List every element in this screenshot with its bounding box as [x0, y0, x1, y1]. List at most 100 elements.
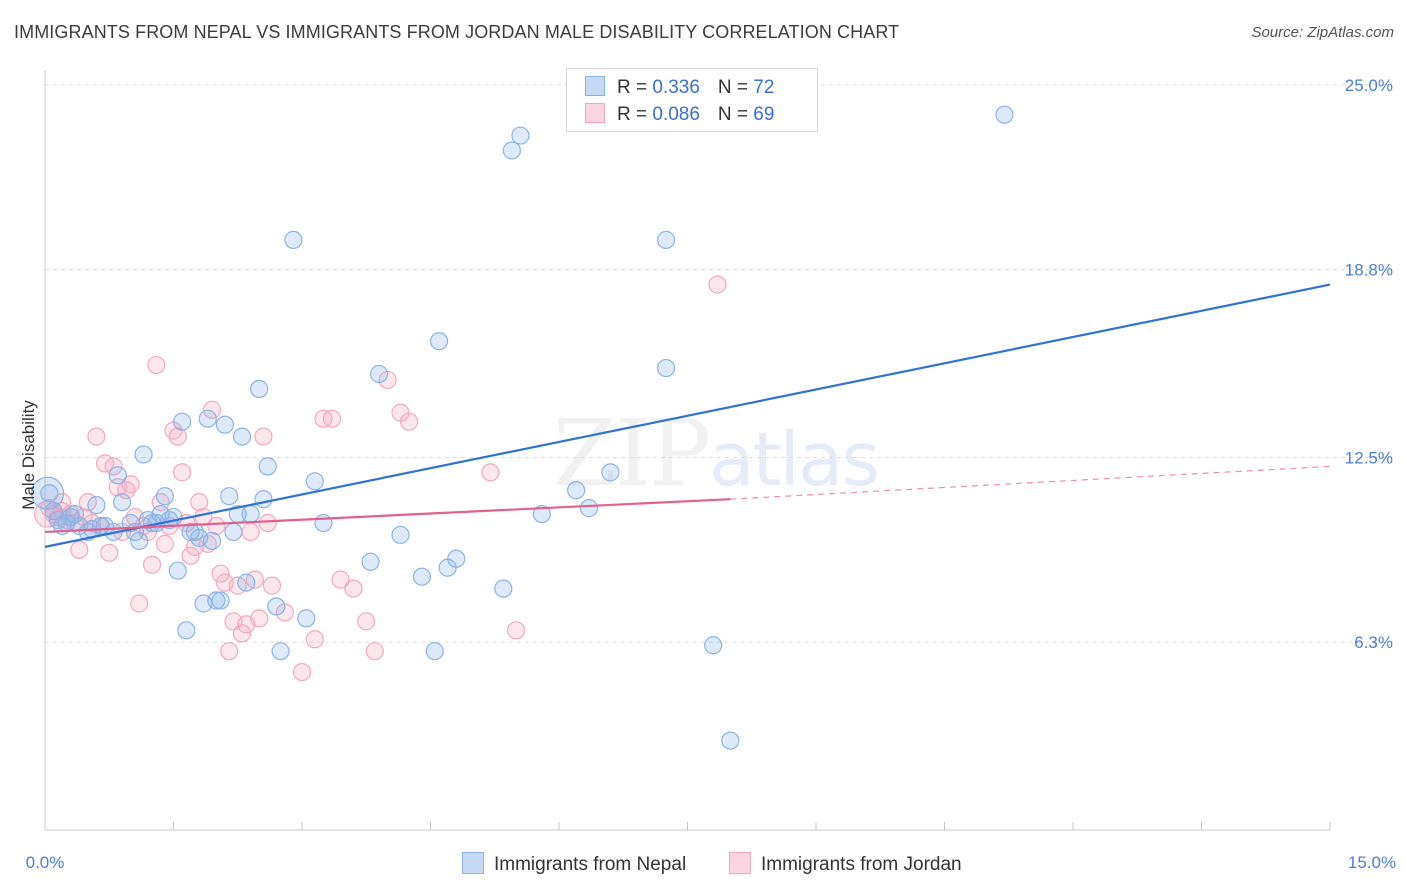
nepal-point — [502, 141, 521, 160]
grid-lines — [45, 84, 1392, 643]
jordan-n-value: 69 — [753, 104, 775, 125]
jordan-trend-extension — [730, 465, 1331, 500]
nepal-point — [258, 457, 277, 476]
y-tick-label: 12.5% — [1345, 448, 1393, 467]
jordan-point — [155, 534, 175, 553]
nepal-point — [297, 609, 316, 628]
jordan-point — [207, 516, 226, 536]
nepal-point — [177, 621, 196, 640]
bottom-legend-nepal: Immigrants from Nepal — [462, 852, 686, 876]
jordan-n-label: N = — [717, 104, 754, 125]
nepal-r-label: R = — [617, 77, 653, 98]
nepal-point — [224, 522, 243, 542]
jordan-point — [399, 412, 419, 431]
nepal-point — [108, 466, 127, 485]
nepal-point — [361, 552, 380, 571]
jordan-r-value: 0.086 — [652, 104, 700, 125]
nepal-point — [447, 549, 466, 568]
bottom-nepal-swatch — [462, 852, 484, 874]
nepal-n-value: 72 — [753, 77, 775, 98]
nepal-point — [370, 364, 389, 384]
x-tick-label: 15.0% — [1348, 853, 1396, 872]
chart-title: IMMIGRANTS FROM NEPAL VS IMMIGRANTS FROM… — [14, 22, 900, 42]
jordan-point — [130, 594, 149, 613]
nepal-point — [721, 731, 740, 750]
legend-row-nepal: R = 0.336 N = 72 — [585, 76, 774, 98]
trend-lines — [44, 283, 1331, 548]
jordan-point — [168, 427, 187, 446]
nepal-point — [704, 636, 723, 655]
jordan-point — [211, 564, 230, 583]
nepal-point — [995, 105, 1014, 124]
axis-labels: 6.3% 12.5% 18.8% 25.0% 0.0% 15.0% Male Disabil… — [19, 76, 1396, 872]
jordan-point — [357, 612, 376, 631]
jordan-point — [344, 579, 363, 598]
jordan-point — [331, 570, 350, 589]
jordan-point — [121, 475, 140, 494]
bottom-jordan-label: Immigrants from Jordan — [761, 854, 962, 875]
nepal-n-label: N = — [717, 77, 754, 98]
nepal-point — [579, 499, 599, 518]
nepal-point — [172, 412, 192, 431]
jordan-point — [292, 662, 312, 682]
nepal-point — [254, 490, 273, 509]
jordan-point — [305, 630, 324, 649]
axes — [44, 70, 1331, 831]
jordan-point — [365, 642, 384, 661]
jordan-point — [322, 409, 342, 428]
y-tick-label: 25.0% — [1345, 76, 1393, 95]
y-tick-label: 18.8% — [1345, 261, 1393, 280]
nepal-point — [391, 525, 410, 545]
y-axis-title: Male Disability — [19, 400, 38, 510]
nepal-point — [155, 487, 175, 506]
jordan-point — [181, 546, 200, 565]
jordan-point — [87, 427, 106, 446]
x-tick-label: 0.0% — [26, 853, 65, 872]
watermark-atlas: atlas — [709, 417, 880, 503]
jordan-point — [147, 355, 166, 375]
watermark: ZIPatlas — [553, 400, 880, 507]
nepal-point — [87, 496, 106, 515]
nepal-point — [567, 481, 586, 500]
jordan-point — [708, 275, 727, 294]
y-tick-label: 6.3% — [1354, 633, 1393, 652]
jordan-point — [481, 463, 500, 482]
nepal-point — [267, 597, 286, 616]
nepal-point — [250, 379, 269, 399]
source-label: Source: ZipAtlas.com — [1251, 24, 1394, 41]
bottom-jordan-swatch — [729, 852, 751, 874]
jordan-point — [172, 463, 192, 482]
nepal-point — [220, 487, 239, 506]
jordan-r-label: R = — [617, 104, 653, 125]
jordan-point — [507, 621, 526, 640]
watermark-zip: ZIP — [553, 400, 711, 507]
nepal-point — [65, 504, 85, 524]
jordan-point — [258, 513, 277, 533]
nepal-r-value: 0.336 — [652, 77, 700, 98]
nepal-point — [656, 230, 676, 249]
nepal-point — [207, 591, 226, 610]
nepal-point — [511, 126, 530, 145]
nepal-point — [241, 504, 260, 524]
bottom-nepal-label: Immigrants from Nepal — [494, 854, 687, 875]
nepal-point — [314, 513, 333, 533]
nepal-point — [215, 415, 234, 434]
nepal-point — [134, 445, 153, 464]
jordan-point — [250, 609, 269, 628]
jordan-point — [220, 642, 239, 661]
jordan-point — [232, 624, 252, 643]
nepal-point — [44, 501, 63, 521]
jordan-point — [262, 576, 282, 595]
nepal-point — [284, 230, 303, 249]
bottom-legend-jordan: Immigrants from Jordan — [729, 852, 962, 876]
nepal-point — [494, 579, 513, 598]
jordan-swatch — [585, 103, 605, 123]
nepal-point — [425, 642, 444, 661]
nepal-point — [656, 358, 676, 378]
nepal-point — [168, 561, 187, 580]
nepal-point — [130, 531, 149, 551]
nepal-point — [112, 493, 132, 512]
nepal-points — [30, 105, 1014, 750]
legend-row-jordan: R = 0.086 N = 69 — [585, 103, 774, 125]
